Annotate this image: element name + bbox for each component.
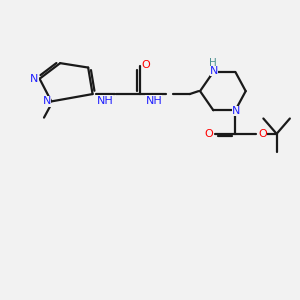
Text: O: O [204,129,213,139]
Text: O: O [142,60,151,70]
Text: H: H [209,58,217,68]
Text: NH: NH [97,95,113,106]
Text: N: N [43,96,51,106]
Text: N: N [232,106,240,116]
Text: O: O [258,129,267,139]
Text: NH: NH [146,95,162,106]
Text: N: N [30,74,38,84]
Text: N: N [210,66,218,76]
